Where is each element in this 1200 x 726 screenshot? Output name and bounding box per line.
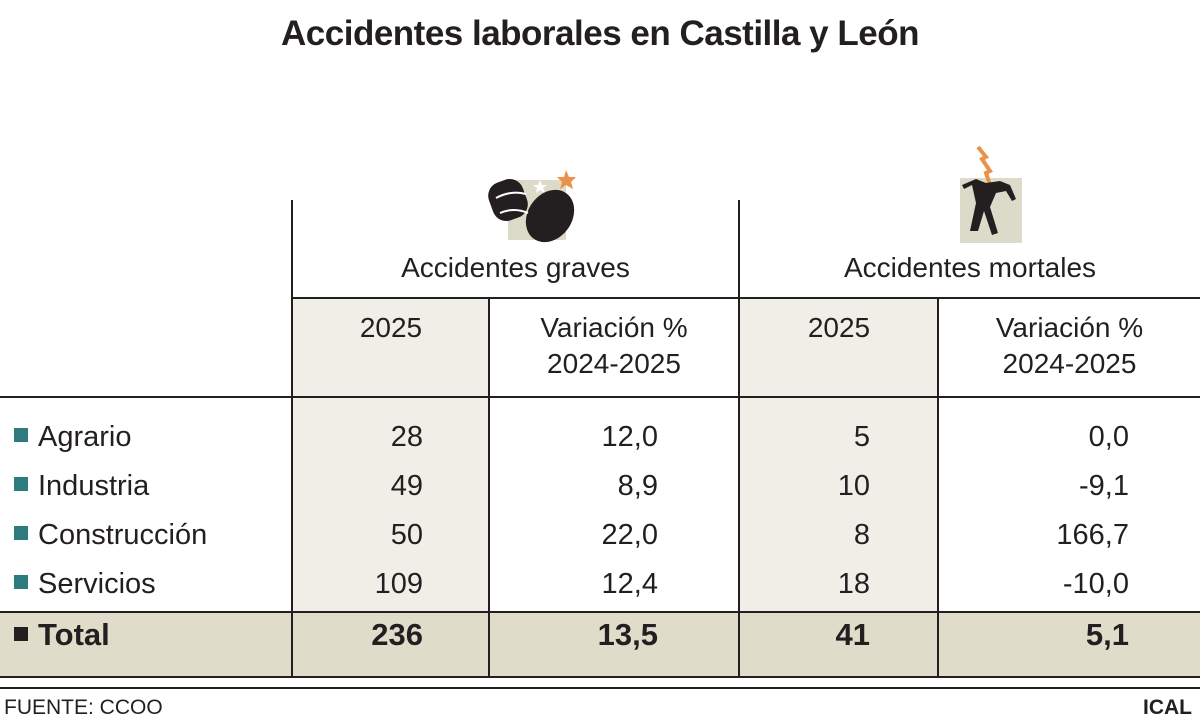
row-mortales: 5 bbox=[853, 421, 870, 453]
row-mortales: 10 bbox=[837, 470, 870, 502]
group-header-mortales: Accidentes mortales bbox=[843, 252, 1097, 283]
total-graves: 236 bbox=[371, 617, 423, 652]
row-label-text: Construcción bbox=[38, 519, 208, 551]
page-title: Accidentes laborales en Castilla y León bbox=[281, 14, 919, 53]
divider bbox=[937, 298, 939, 677]
col-header-graves-variation: Variación % 2024-2025 bbox=[490, 310, 738, 382]
row-graves-var: 22,0 bbox=[601, 519, 658, 551]
row-mortales: 8 bbox=[853, 519, 870, 551]
row-mortales-var: 166,7 bbox=[1056, 519, 1129, 551]
total-label: Total bbox=[14, 610, 110, 659]
row-label: Agrario bbox=[14, 413, 132, 462]
divider bbox=[738, 200, 740, 677]
row-marker-icon bbox=[14, 428, 28, 443]
row-marker-icon bbox=[14, 477, 28, 492]
row-label-text: Total bbox=[38, 617, 110, 652]
row-mortales-var: -10,0 bbox=[1062, 568, 1129, 600]
total-mortales: 41 bbox=[835, 617, 870, 652]
divider bbox=[0, 687, 1200, 689]
total-graves-var: 13,5 bbox=[597, 617, 658, 652]
row-mortales-var: 0,0 bbox=[1088, 421, 1129, 453]
group-header-graves: Accidentes graves bbox=[401, 252, 630, 283]
row-graves-var: 12,0 bbox=[601, 421, 658, 453]
divider bbox=[488, 298, 490, 677]
shade-mortales-2025 bbox=[740, 299, 938, 612]
row-marker-icon bbox=[14, 526, 28, 541]
row-graves-var: 8,9 bbox=[617, 470, 658, 502]
row-graves: 50 bbox=[390, 519, 423, 551]
injured-foot-icon bbox=[488, 170, 576, 243]
row-label-text: Agrario bbox=[38, 421, 132, 453]
col-header-line1: Variación % bbox=[995, 312, 1144, 343]
row-graves-var: 12,4 bbox=[601, 568, 658, 600]
electrocuted-person-icon bbox=[960, 145, 1022, 243]
row-marker-icon bbox=[14, 626, 28, 641]
total-mortales-var: 5,1 bbox=[1085, 617, 1129, 652]
row-label: Servicios bbox=[14, 560, 156, 609]
row-label: Industria bbox=[14, 462, 149, 511]
divider bbox=[0, 676, 1200, 678]
divider bbox=[291, 200, 293, 677]
row-graves: 49 bbox=[390, 470, 423, 502]
row-graves: 109 bbox=[374, 568, 423, 600]
col-header-line2: 2024-2025 bbox=[1002, 348, 1137, 379]
row-marker-icon bbox=[14, 575, 28, 590]
row-mortales-var: -9,1 bbox=[1079, 470, 1129, 502]
divider bbox=[0, 611, 1200, 613]
row-label: Construcción bbox=[14, 511, 207, 560]
col-header-mortales-2025: 2025 bbox=[807, 312, 871, 343]
source-note: FUENTE: CCOO bbox=[4, 696, 163, 719]
row-label-text: Industria bbox=[38, 470, 150, 502]
row-label-text: Servicios bbox=[38, 568, 156, 600]
brand-label: ICAL bbox=[1143, 696, 1192, 719]
divider bbox=[0, 396, 1200, 398]
col-header-mortales-variation: Variación % 2024-2025 bbox=[939, 310, 1200, 382]
divider bbox=[291, 297, 1200, 299]
col-header-line2: 2024-2025 bbox=[547, 348, 681, 379]
row-graves: 28 bbox=[390, 421, 423, 453]
col-header-graves-2025: 2025 bbox=[359, 312, 423, 343]
total-row-bg bbox=[0, 612, 1200, 677]
col-header-line1: Variación % bbox=[540, 312, 688, 343]
row-mortales: 18 bbox=[837, 568, 870, 600]
shade-graves-2025 bbox=[293, 299, 489, 612]
